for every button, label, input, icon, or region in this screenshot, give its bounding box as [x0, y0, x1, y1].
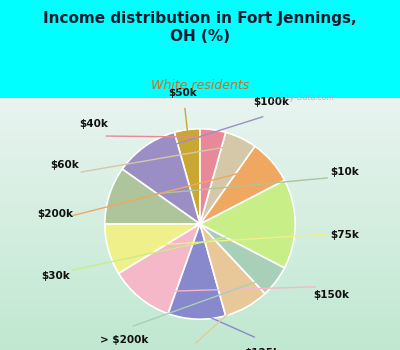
Wedge shape [200, 180, 295, 268]
Text: $40k: $40k [79, 119, 108, 129]
Wedge shape [200, 224, 284, 294]
Wedge shape [105, 169, 200, 224]
Text: White residents: White residents [151, 79, 249, 92]
Text: $75k: $75k [330, 230, 359, 240]
Wedge shape [200, 132, 255, 224]
Text: $125k: $125k [244, 348, 280, 350]
Text: ⓘ City-Data.com: ⓘ City-Data.com [272, 93, 334, 102]
Text: $200k: $200k [37, 210, 73, 219]
Text: $150k: $150k [313, 290, 349, 300]
Wedge shape [200, 146, 284, 224]
Text: $50k: $50k [168, 88, 197, 98]
Wedge shape [105, 224, 200, 273]
Text: Income distribution in Fort Jennings,
OH (%): Income distribution in Fort Jennings, OH… [43, 10, 357, 44]
Text: > $200k: > $200k [100, 335, 148, 345]
Text: $10k: $10k [330, 167, 359, 177]
Wedge shape [174, 129, 200, 224]
Wedge shape [200, 129, 226, 224]
Wedge shape [200, 224, 265, 316]
Text: $60k: $60k [50, 160, 79, 170]
Text: $30k: $30k [41, 271, 70, 281]
Wedge shape [119, 224, 200, 314]
Wedge shape [122, 132, 200, 224]
Text: $100k: $100k [254, 97, 290, 107]
Wedge shape [168, 224, 226, 319]
